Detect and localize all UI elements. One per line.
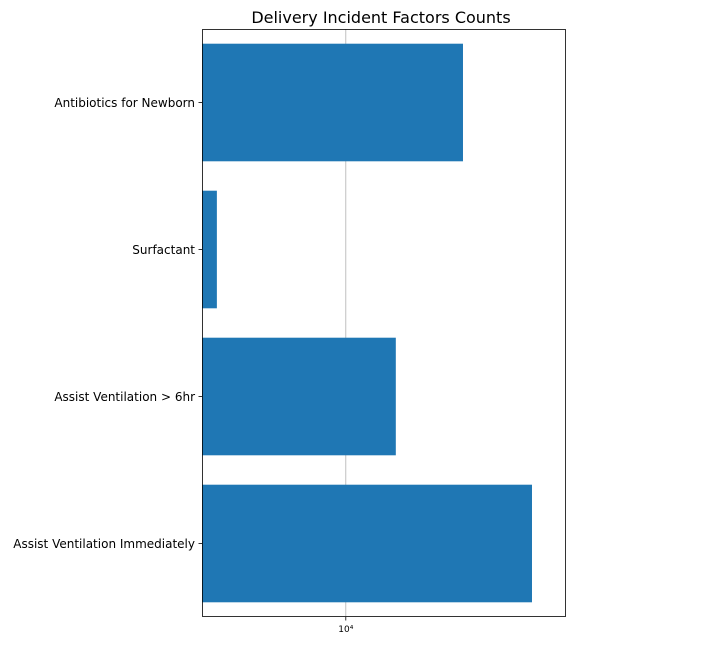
x-tick-label: 10⁴ (338, 625, 353, 635)
bar (202, 484, 532, 603)
x-axis: 10⁴ (338, 617, 354, 635)
bar (202, 337, 396, 456)
y-axis: Assist Ventilation Immediately Assist Ven… (13, 96, 202, 551)
y-tick-label: Assist Ventilation Immediately (13, 537, 195, 551)
y-tick-label: Assist Ventilation > 6hr (54, 390, 195, 404)
bar (202, 43, 463, 162)
plot-frame (202, 29, 566, 617)
bar (202, 190, 217, 309)
chart-title: Delivery Incident Factors Counts (251, 8, 510, 27)
y-tick-label: Surfactant (132, 243, 195, 257)
bars (202, 43, 532, 603)
y-tick-label: Antibiotics for Newborn (54, 96, 195, 110)
